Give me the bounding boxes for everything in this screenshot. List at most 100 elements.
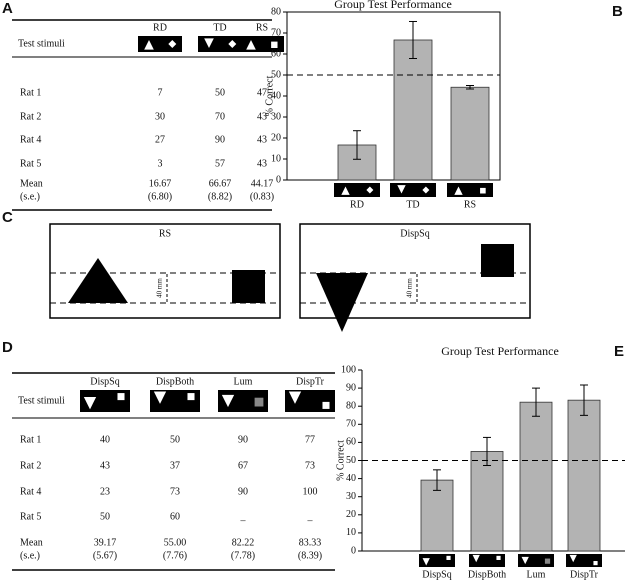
row-label: Rat 1 xyxy=(20,434,41,445)
table-cell: 30 xyxy=(155,111,165,122)
table-cell: 55.00 xyxy=(164,537,187,548)
bar xyxy=(470,451,504,552)
table-cell: 43 xyxy=(257,134,267,145)
panel-label: E xyxy=(614,343,624,360)
y-tick-label: 10 xyxy=(346,527,356,538)
table-cell: 3 xyxy=(158,158,163,169)
table-header: DispTr xyxy=(296,376,325,387)
row-label: Rat 2 xyxy=(20,460,41,471)
row-label: Rat 5 xyxy=(20,511,41,522)
row-label: Rat 2 xyxy=(20,111,41,122)
table-cell: (6.80) xyxy=(148,191,172,202)
y-axis-label: % Correct xyxy=(264,75,275,116)
icon-shape xyxy=(446,555,451,560)
panel-label: B xyxy=(612,3,623,20)
icon-shape xyxy=(454,186,463,195)
stimulus-title: DispSq xyxy=(400,228,429,239)
y-tick-label: 20 xyxy=(346,509,356,520)
row-label: Rat 1 xyxy=(20,87,41,98)
stimulus-frame xyxy=(49,223,281,319)
icon-shape xyxy=(322,401,330,409)
table-cell: 67 xyxy=(238,460,248,471)
y-tick-label: 0 xyxy=(276,174,281,185)
icon-shape xyxy=(422,186,430,194)
table-cell: 37 xyxy=(170,460,180,471)
table-cell: _ xyxy=(307,511,314,522)
icon-shape xyxy=(83,397,97,410)
row-label: (s.e.) xyxy=(20,550,40,561)
table-header: DispSq xyxy=(90,376,119,387)
table-cell: 50 xyxy=(170,434,180,445)
icon-shape xyxy=(480,187,486,194)
bar xyxy=(567,399,601,552)
bar xyxy=(393,39,433,181)
icon-shape xyxy=(221,394,235,408)
y-tick-label: 40 xyxy=(346,473,356,484)
y-tick-label: 70 xyxy=(346,419,356,430)
icon-shape xyxy=(144,40,154,50)
triangle xyxy=(68,258,128,303)
y-tick-label: 60 xyxy=(346,437,356,448)
table-cell: (8.82) xyxy=(208,191,232,202)
table-header: RD xyxy=(153,22,167,33)
table-cell: 7 xyxy=(158,87,163,98)
chart-title: Group Test Performance xyxy=(334,0,452,11)
bar xyxy=(519,401,553,552)
table-cell: 27 xyxy=(155,134,165,145)
row-label: Mean xyxy=(20,178,43,189)
table-cell: 73 xyxy=(305,460,315,471)
table-cell: 50 xyxy=(100,511,110,522)
icon-shape xyxy=(472,554,480,563)
row-label: Rat 4 xyxy=(20,134,41,145)
table-cell: 43 xyxy=(257,111,267,122)
y-axis-label: % Correct xyxy=(335,440,346,481)
table-header: DispBoth xyxy=(156,376,194,387)
table-cell: (8.39) xyxy=(298,550,322,561)
x-tick-label: RD xyxy=(350,199,364,210)
y-tick-label: 0 xyxy=(351,545,356,556)
icon-shape xyxy=(288,391,302,404)
icon-shape xyxy=(246,40,256,50)
y-tick-label: 30 xyxy=(346,491,356,502)
table-cell: 100 xyxy=(303,486,318,497)
y-tick-label: 50 xyxy=(271,69,281,80)
y-tick-label: 30 xyxy=(271,111,281,122)
table-cell: 70 xyxy=(215,111,225,122)
icon-shape xyxy=(254,397,264,407)
x-tick-label: RS xyxy=(464,199,476,210)
icon-shape xyxy=(153,391,167,404)
icon-shape xyxy=(593,561,598,566)
panel-label: C xyxy=(2,209,13,226)
icon-shape xyxy=(271,41,278,48)
bar xyxy=(420,479,454,552)
x-tick-label: DispTr xyxy=(570,569,599,580)
y-tick-label: 40 xyxy=(271,90,281,101)
table-cell: (7.76) xyxy=(163,550,187,561)
table-cell: 40 xyxy=(100,434,110,445)
y-tick-label: 50 xyxy=(346,455,356,466)
icon-shape xyxy=(569,554,577,563)
icon-shape xyxy=(422,558,430,566)
table-header: Test stimuli xyxy=(18,38,65,49)
chart-title: Group Test Performance xyxy=(441,344,559,358)
table-header: TD xyxy=(213,22,226,33)
icon-shape xyxy=(117,393,125,401)
table-cell: (0.83) xyxy=(250,191,274,202)
icon-shape xyxy=(366,186,374,194)
triangle xyxy=(316,273,368,332)
y-tick-label: 80 xyxy=(271,6,281,17)
x-tick-label: TD xyxy=(406,199,419,210)
y-tick-label: 80 xyxy=(346,400,356,411)
y-tick-label: 20 xyxy=(271,132,281,143)
bar xyxy=(450,86,490,181)
scale-label: 40 mm xyxy=(406,278,414,298)
row-label: Mean xyxy=(20,537,43,548)
x-tick-label: Lum xyxy=(527,569,546,580)
table-cell: 90 xyxy=(238,434,248,445)
table-cell: 43 xyxy=(100,460,110,471)
table-cell: 50 xyxy=(215,87,225,98)
stimulus-title: RS xyxy=(159,228,171,239)
table-cell: 23 xyxy=(100,486,110,497)
table-header: Lum xyxy=(234,376,253,387)
